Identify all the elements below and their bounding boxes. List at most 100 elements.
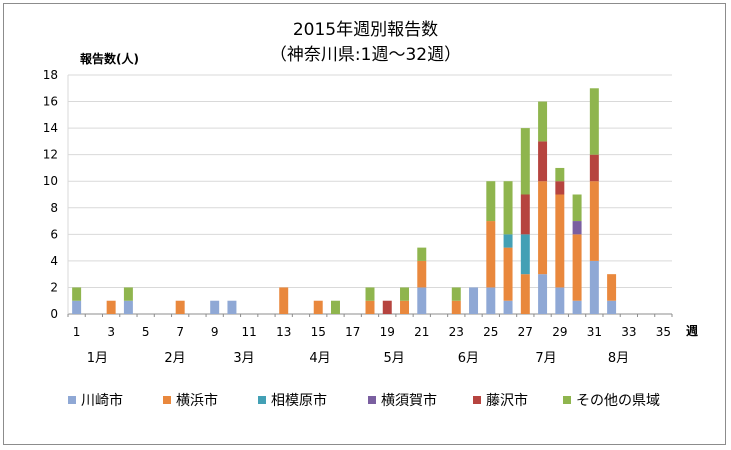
- y-tick-label: 2: [50, 280, 58, 294]
- bar-segment: [538, 274, 548, 314]
- legend-item: その他の県域: [563, 390, 660, 410]
- bar-segment: [382, 300, 392, 314]
- bar-segment: [555, 194, 565, 288]
- legend-label: 川崎市: [81, 393, 123, 409]
- bar-segment: [469, 287, 479, 314]
- legend-swatch: [68, 396, 76, 404]
- bar-segment: [400, 300, 410, 314]
- bar-segment: [520, 274, 530, 314]
- bar-segment: [486, 287, 496, 314]
- y-tick-label: 12: [43, 148, 58, 162]
- month-label: 3月: [233, 351, 254, 366]
- y-axis-label: 報告数(人): [80, 52, 139, 66]
- chart-subtitle: （神奈川県:1週〜32週）: [269, 45, 462, 65]
- bar-segment: [279, 287, 289, 314]
- legend-item: 横須賀市: [368, 390, 437, 410]
- month-label: 5月: [384, 351, 405, 366]
- x-tick-label: 29: [552, 325, 567, 339]
- y-tick-label: 4: [50, 254, 58, 268]
- chart-frame: [3, 3, 726, 445]
- bar-segment: [555, 181, 565, 195]
- bar-segment: [503, 181, 513, 235]
- bar-segment: [520, 128, 530, 195]
- bar-segment: [589, 88, 599, 155]
- bar-segment: [451, 300, 461, 314]
- bar-segment: [400, 287, 410, 301]
- legend-swatch: [163, 396, 171, 404]
- y-tick-label: 18: [43, 68, 58, 82]
- legend-item: 藤沢市: [473, 390, 528, 410]
- bar-segment: [365, 300, 375, 314]
- x-tick-label: 7: [176, 325, 184, 339]
- x-tick-label: 13: [276, 325, 291, 339]
- y-tick-label: 14: [43, 121, 58, 135]
- bar-segment: [486, 221, 496, 288]
- bar-segment: [589, 260, 599, 314]
- bar-segment: [520, 194, 530, 235]
- month-label: 8月: [608, 351, 629, 366]
- bar-segment: [589, 181, 599, 261]
- legend-item: 相模原市: [258, 390, 327, 410]
- bar-segment: [365, 287, 375, 301]
- month-label: 2月: [164, 351, 185, 366]
- bar-segment: [486, 181, 496, 222]
- x-tick-label: 19: [380, 325, 395, 339]
- month-label: 1月: [87, 351, 108, 366]
- bar-segment: [503, 234, 513, 248]
- x-tick-label: 1: [73, 325, 81, 339]
- bar-segment: [538, 101, 548, 142]
- legend-label: その他の県域: [576, 393, 660, 409]
- bar-segment: [538, 141, 548, 182]
- bar-segment: [417, 287, 427, 314]
- legend-item: 横浜市: [163, 390, 218, 410]
- x-tick-label: 25: [483, 325, 498, 339]
- bar-segment: [503, 247, 513, 301]
- bar-segment: [572, 234, 582, 301]
- legend-item: 川崎市: [68, 390, 123, 410]
- bar-segment: [417, 247, 427, 261]
- month-label: 6月: [458, 351, 479, 366]
- x-axis-label: 週: [686, 324, 699, 338]
- bar-segment: [555, 287, 565, 314]
- legend-label: 横須賀市: [381, 393, 437, 409]
- bar-segment: [210, 300, 220, 314]
- x-tick-label: 31: [587, 325, 602, 339]
- bar-segment: [555, 167, 565, 182]
- x-tick-label: 33: [621, 325, 636, 339]
- x-tick-label: 17: [345, 325, 360, 339]
- bar-segment: [572, 221, 582, 235]
- x-tick-label: 21: [414, 325, 429, 339]
- y-tick-label: 16: [43, 95, 58, 109]
- y-tick-label: 0: [50, 307, 58, 321]
- bar-segment: [123, 300, 133, 314]
- bar-segment: [72, 287, 82, 301]
- bar-segment: [538, 181, 548, 275]
- bar-segment: [520, 234, 530, 275]
- month-label: 7月: [535, 351, 556, 366]
- bar-segment: [589, 154, 599, 182]
- x-tick-label: 23: [449, 325, 464, 339]
- x-tick-label: 9: [211, 325, 219, 339]
- y-tick-label: 10: [43, 174, 58, 188]
- month-label: 4月: [309, 351, 330, 366]
- x-tick-label: 27: [518, 325, 533, 339]
- bar-segment: [607, 274, 617, 301]
- x-tick-label: 11: [242, 325, 257, 339]
- legend-label: 藤沢市: [486, 393, 528, 409]
- bar-segment: [72, 300, 82, 314]
- x-tick-label: 15: [311, 325, 326, 339]
- legend-swatch: [368, 396, 376, 404]
- bar-segment: [175, 300, 185, 314]
- chart-title: 2015年週別報告数: [292, 20, 439, 40]
- y-tick-label: 6: [50, 227, 58, 241]
- bar-segment: [607, 300, 617, 314]
- bar-segment: [417, 260, 427, 288]
- legend-swatch: [563, 396, 571, 404]
- bar-segment: [123, 287, 133, 301]
- bar-segment: [451, 287, 461, 301]
- bar-segment: [106, 300, 116, 314]
- x-tick-label: 5: [142, 325, 150, 339]
- y-tick-label: 8: [50, 201, 58, 215]
- legend-swatch: [473, 396, 481, 404]
